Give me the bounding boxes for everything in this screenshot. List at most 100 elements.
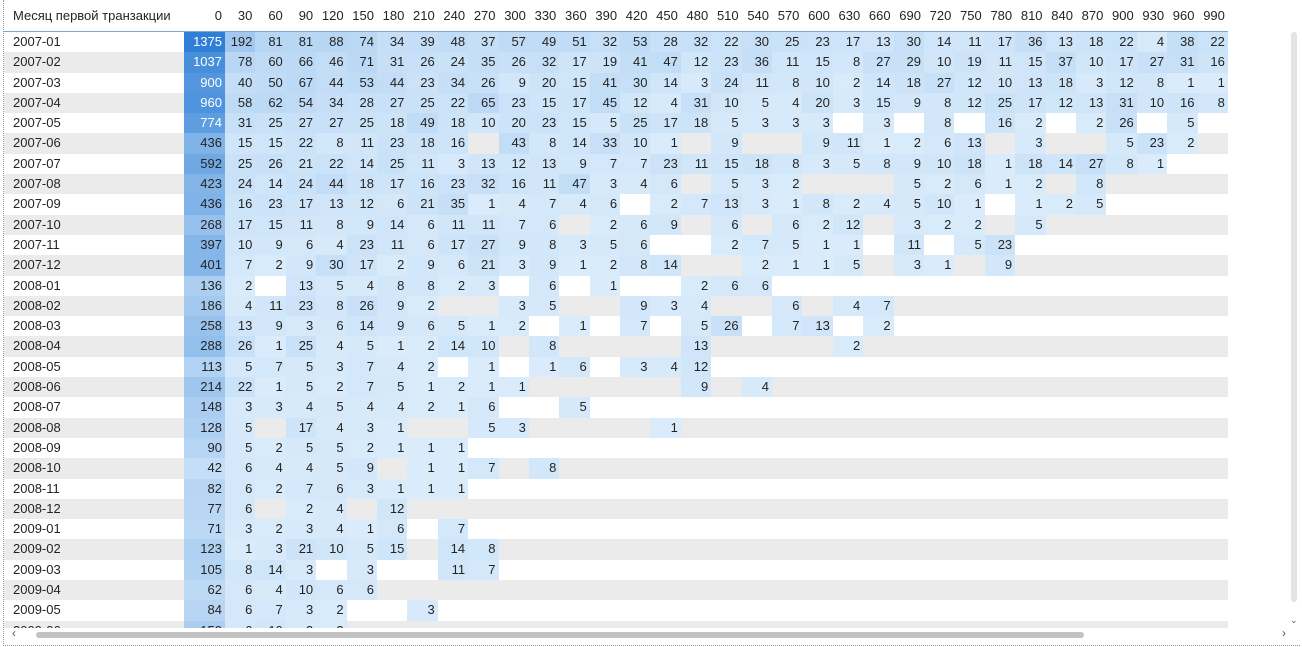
matrix-cell-empty[interactable] <box>589 519 621 540</box>
matrix-cell[interactable]: 11 <box>407 153 438 175</box>
matrix-cell-empty[interactable] <box>1167 234 1198 256</box>
table-row[interactable]: 2008-07 148 3 3 4 5 4 4 2 1 6 5 <box>4 397 1228 418</box>
matrix-cell[interactable]: 10 <box>802 72 833 93</box>
matrix-cell[interactable]: 1 <box>559 316 590 337</box>
matrix-cell[interactable]: 2 <box>832 336 864 357</box>
matrix-cell[interactable]: 2 <box>407 397 438 418</box>
matrix-cell[interactable]: 25 <box>346 113 377 134</box>
matrix-cell-empty[interactable] <box>1106 600 1137 621</box>
matrix-cell-empty[interactable] <box>498 336 529 357</box>
matrix-cell-empty[interactable] <box>1167 458 1198 479</box>
matrix-cell-empty[interactable] <box>1136 458 1168 479</box>
matrix-cell[interactable]: 2 <box>923 174 955 195</box>
matrix-cell-empty[interactable] <box>741 600 773 621</box>
matrix-cell[interactable]: 2 <box>650 194 681 215</box>
matrix-cell[interactable]: 29 <box>893 52 924 73</box>
matrix-cell[interactable]: 8 <box>316 295 347 317</box>
column-header[interactable]: 600 <box>802 0 833 32</box>
matrix-cell[interactable]: 23 <box>407 72 438 93</box>
matrix-cell-empty[interactable] <box>1197 214 1228 235</box>
matrix-cell[interactable]: 23 <box>711 52 742 73</box>
matrix-cell[interactable]: 2 <box>1075 113 1107 134</box>
matrix-cell-empty[interactable] <box>954 377 985 398</box>
matrix-cell-empty[interactable] <box>559 620 590 628</box>
column-header[interactable]: 840 <box>1045 0 1076 32</box>
matrix-cell-empty[interactable] <box>559 559 590 581</box>
matrix-cell[interactable]: 2 <box>832 72 864 93</box>
table-row[interactable]: 2008-08 128 5 17 4 3 1 5 3 1 <box>4 417 1228 438</box>
matrix-cell-empty[interactable] <box>468 295 499 317</box>
matrix-cell[interactable]: 2 <box>711 234 742 256</box>
matrix-cell[interactable]: 21 <box>468 255 499 276</box>
matrix-cell[interactable]: 1 <box>832 234 864 256</box>
matrix-cell[interactable]: 14 <box>346 153 377 175</box>
matrix-cell-empty[interactable] <box>650 437 681 459</box>
matrix-cell-empty[interactable] <box>802 377 833 398</box>
matrix-cell[interactable]: 214 <box>184 377 225 398</box>
horizontal-scrollbar[interactable]: ‹ › <box>4 626 1296 643</box>
matrix-cell[interactable]: 15 <box>559 72 590 93</box>
matrix-cell[interactable]: 9 <box>498 72 529 93</box>
matrix-cell[interactable]: 8 <box>1075 174 1107 195</box>
row-header[interactable]: 2007-02 <box>4 52 184 73</box>
matrix-cell-empty[interactable] <box>1045 458 1076 479</box>
matrix-cell[interactable]: 15 <box>559 113 590 134</box>
matrix-cell[interactable]: 12 <box>1106 72 1137 93</box>
matrix-cell[interactable]: 15 <box>863 92 894 114</box>
matrix-cell[interactable]: 65 <box>468 92 499 114</box>
matrix-cell-empty[interactable] <box>923 437 955 459</box>
matrix-cell[interactable]: 7 <box>741 234 773 256</box>
matrix-cell[interactable]: 14 <box>559 133 590 154</box>
matrix-cell-empty[interactable] <box>559 295 590 317</box>
matrix-cell-empty[interactable] <box>1106 336 1137 357</box>
matrix-cell[interactable]: 1 <box>376 478 408 499</box>
matrix-cell[interactable]: 27 <box>316 113 347 134</box>
matrix-cell[interactable]: 16 <box>437 133 469 154</box>
matrix-cell[interactable]: 5 <box>1015 214 1046 235</box>
matrix-cell[interactable]: 26 <box>1106 113 1137 134</box>
matrix-cell[interactable]: 2 <box>802 214 833 235</box>
matrix-cell-empty[interactable] <box>589 356 621 378</box>
row-header[interactable]: 2007-12 <box>4 255 184 276</box>
matrix-cell[interactable]: 4 <box>346 397 377 418</box>
matrix-cell[interactable]: 18 <box>893 72 924 93</box>
matrix-cell[interactable]: 5 <box>225 417 256 438</box>
matrix-cell[interactable]: 1 <box>225 539 256 560</box>
matrix-cell[interactable]: 1 <box>1015 194 1046 215</box>
matrix-cell-empty[interactable] <box>528 580 560 601</box>
matrix-cell[interactable]: 5 <box>589 113 621 134</box>
matrix-cell[interactable]: 15 <box>802 52 833 73</box>
matrix-cell[interactable]: 13 <box>468 153 499 175</box>
matrix-cell-empty[interactable] <box>741 580 773 601</box>
matrix-cell[interactable]: 4 <box>559 194 590 215</box>
matrix-cell[interactable]: 5 <box>893 194 924 215</box>
matrix-cell[interactable]: 4 <box>316 234 347 256</box>
matrix-cell[interactable]: 1 <box>923 255 955 276</box>
matrix-cell-empty[interactable] <box>559 519 590 540</box>
matrix-cell[interactable]: 23 <box>528 113 560 134</box>
matrix-cell-empty[interactable] <box>1167 316 1198 337</box>
matrix-cell-empty[interactable] <box>863 275 894 296</box>
row-header[interactable]: 2007-11 <box>4 234 184 256</box>
matrix-cell-empty[interactable] <box>711 478 742 499</box>
matrix-cell-empty[interactable] <box>1075 437 1107 459</box>
matrix-cell[interactable]: 7 <box>346 356 377 378</box>
matrix-cell[interactable]: 1 <box>954 194 985 215</box>
matrix-cell[interactable]: 9 <box>376 316 408 337</box>
matrix-cell[interactable]: 3 <box>802 153 833 175</box>
matrix-cell[interactable]: 9 <box>346 458 377 479</box>
matrix-cell[interactable]: 8 <box>468 539 499 560</box>
matrix-cell[interactable]: 2 <box>863 316 894 337</box>
matrix-cell-empty[interactable] <box>1015 377 1046 398</box>
matrix-cell-empty[interactable] <box>863 458 894 479</box>
matrix-cell[interactable]: 8 <box>1106 153 1137 175</box>
matrix-cell[interactable]: 4 <box>316 417 347 438</box>
matrix-cell-empty[interactable] <box>1167 295 1198 317</box>
matrix-cell-empty[interactable] <box>893 620 924 628</box>
matrix-cell[interactable]: 6 <box>225 498 256 520</box>
matrix-cell[interactable]: 6 <box>316 580 347 601</box>
matrix-cell-empty[interactable] <box>437 600 469 621</box>
matrix-cell[interactable]: 14 <box>255 174 286 195</box>
matrix-cell-empty[interactable] <box>680 174 712 195</box>
matrix-cell[interactable]: 6 <box>316 316 347 337</box>
